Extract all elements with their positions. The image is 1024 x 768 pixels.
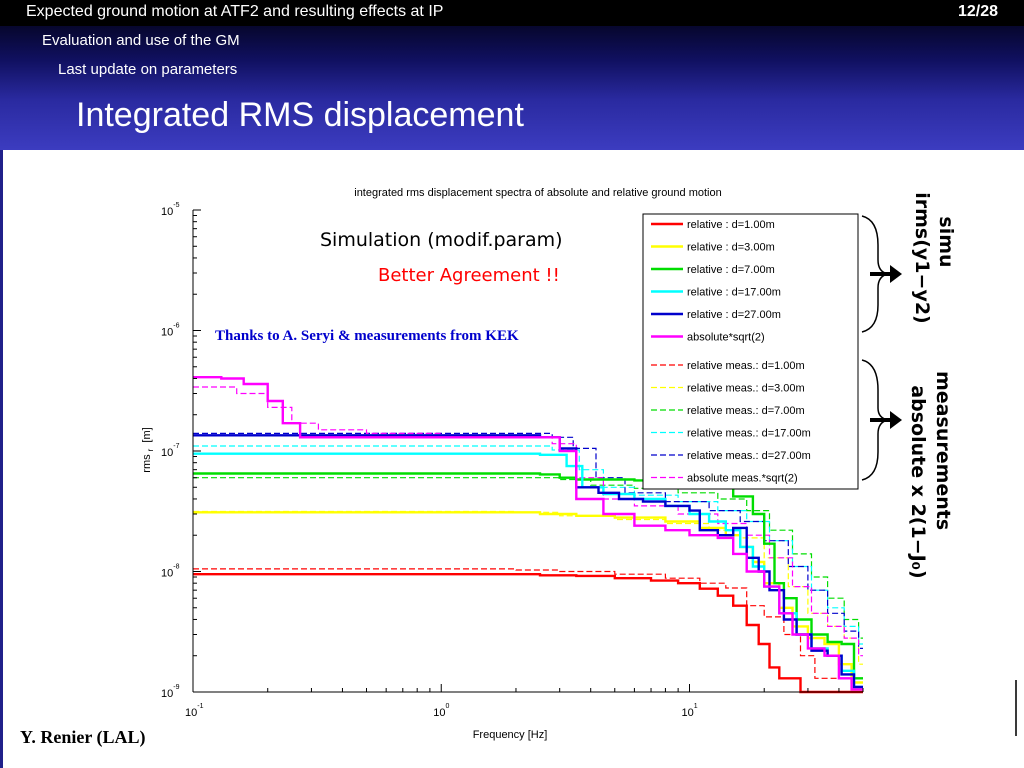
y-axis-label-group: rms r [m] — [141, 427, 156, 472]
legend-entry-label: relative : d=27.00m — [687, 309, 781, 321]
rms-displacement-chart: integrated rms displacement spectra of a… — [141, 187, 902, 741]
agreement-annotation: Better Agreement !! — [378, 265, 560, 286]
measurements-formula: absolute x 2(1−J₀) — [907, 385, 929, 579]
chart-title: integrated rms displacement spectra of a… — [354, 187, 722, 199]
y-tick-label: 10-9 — [161, 684, 180, 700]
legend-entry-label: absolute meas.*sqrt(2) — [687, 473, 798, 485]
legend-entry-label: relative : d=1.00m — [687, 219, 775, 231]
breadcrumb-level-1[interactable]: Expected ground motion at ATF2 and resul… — [26, 3, 444, 20]
series-line — [193, 386, 863, 657]
series-line — [193, 510, 863, 665]
legend-box — [642, 213, 859, 490]
series-line — [193, 434, 863, 689]
series-line — [193, 376, 863, 691]
legend-entry-label: relative : d=17.00m — [687, 287, 781, 299]
series-line — [193, 472, 863, 680]
legend-entry-label: relative meas.: d=3.00m — [687, 383, 805, 395]
y-tick-label: 10-7 — [161, 443, 180, 459]
measurements-label: measurements — [932, 371, 954, 531]
y-tick-label: 10-8 — [161, 564, 180, 580]
slide-title: Integrated RMS displacement — [76, 96, 524, 134]
author-credit: Y. Renier (LAL) — [20, 727, 146, 747]
x-axis-label: Frequency [Hz] — [473, 729, 548, 741]
simulation-annotation: Simulation (modif.param) — [320, 229, 563, 251]
series-line — [193, 445, 863, 645]
y-axis-label-unit: [m] — [141, 427, 153, 442]
legend-entry-label: relative meas.: d=1.00m — [687, 360, 805, 372]
left-edge-bar — [0, 150, 3, 768]
legend-entry-label: relative : d=7.00m — [687, 264, 775, 276]
series-line — [193, 477, 863, 639]
slide-header: Expected ground motion at ATF2 and resul… — [0, 0, 1024, 150]
simu-formula: irms(y1−y2) — [911, 192, 933, 324]
breadcrumb-level-2[interactable]: Evaluation and use of the GM — [42, 32, 240, 49]
x-tick-label: 101 — [681, 703, 697, 719]
legend-entry-label: relative : d=3.00m — [687, 242, 775, 254]
legend-entry-label: relative meas.: d=17.00m — [687, 428, 811, 440]
x-tick-label: 10-1 — [185, 703, 204, 719]
series-line — [193, 432, 863, 649]
legend-entry-label: relative meas.: d=27.00m — [687, 450, 811, 462]
legend-entry-label: relative meas.: d=7.00m — [687, 405, 805, 417]
series-line — [193, 573, 863, 694]
y-axis-label-sub: r — [146, 448, 155, 451]
right-edge-mark — [1015, 680, 1017, 736]
meas-arrow-head — [890, 411, 902, 429]
breadcrumb-level-3[interactable]: Last update on parameters — [58, 61, 238, 78]
x-tick-label: 100 — [433, 703, 449, 719]
legend-entry-label: absolute*sqrt(2) — [687, 332, 765, 344]
svg-text:rms r [m]: rms r [m] — [141, 427, 156, 472]
y-axis-label: rms — [141, 454, 153, 473]
simu-label: simu — [935, 216, 957, 268]
y-tick-label: 10-6 — [161, 323, 180, 339]
page-number: 12/28 — [957, 3, 998, 20]
series-line — [193, 568, 863, 679]
y-tick-label: 10-5 — [161, 202, 180, 218]
simu-arrow-head — [890, 265, 902, 283]
header-top-bar — [0, 0, 1024, 26]
thanks-annotation: Thanks to A. Seryi & measurements from K… — [215, 328, 519, 344]
